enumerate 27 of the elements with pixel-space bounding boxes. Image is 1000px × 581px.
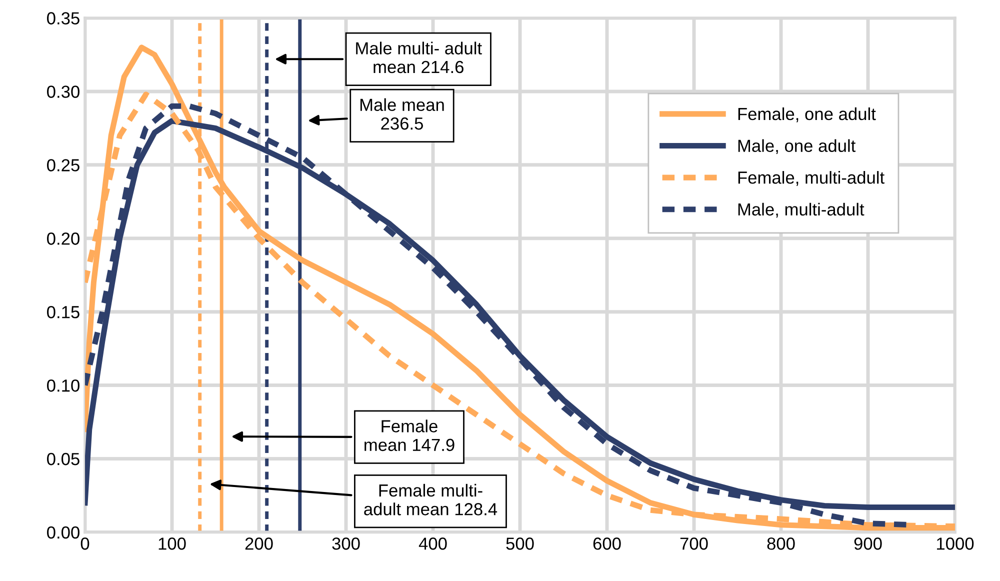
y-tick-label: 0.25 xyxy=(47,159,80,172)
x-tick-label: 200 xyxy=(245,538,273,550)
x-tick-label: 0 xyxy=(80,538,90,550)
y-tick-label: 0.35 xyxy=(47,12,80,24)
legend-label: Female, one adult xyxy=(738,107,876,122)
x-tick-label: 800 xyxy=(767,538,795,550)
y-tick-label: 0.05 xyxy=(47,452,80,466)
annotation: Male multi- adult mean 214.6 xyxy=(356,42,482,74)
x-tick-label: 500 xyxy=(506,538,534,550)
annotation: Male mean 236.5 xyxy=(360,98,444,130)
annotation: Female multi- adult mean 128.4 xyxy=(364,484,498,516)
y-tick-label: 0.00 xyxy=(47,526,80,539)
annotation: Female mean 147.9 xyxy=(364,420,454,452)
legend-label: Male, one adult xyxy=(738,139,856,154)
legend-label: Male, multi-adult xyxy=(738,202,864,218)
y-tick-label: 0.15 xyxy=(47,306,80,318)
x-tick-label: 300 xyxy=(332,538,360,550)
x-tick-label: 100 xyxy=(158,538,186,550)
y-tick-label: 0.10 xyxy=(47,379,80,392)
x-tick-label: 1000 xyxy=(937,538,974,550)
x-tick-label: 400 xyxy=(418,538,447,550)
x-tick-label: 600 xyxy=(593,538,621,550)
x-tick-label: 900 xyxy=(854,538,882,550)
x-tick-label: 700 xyxy=(680,538,708,550)
legend-label: Female, multi-adult xyxy=(738,171,884,186)
y-tick-label: 0.20 xyxy=(47,232,80,245)
y-tick-label: 0.30 xyxy=(47,86,80,98)
